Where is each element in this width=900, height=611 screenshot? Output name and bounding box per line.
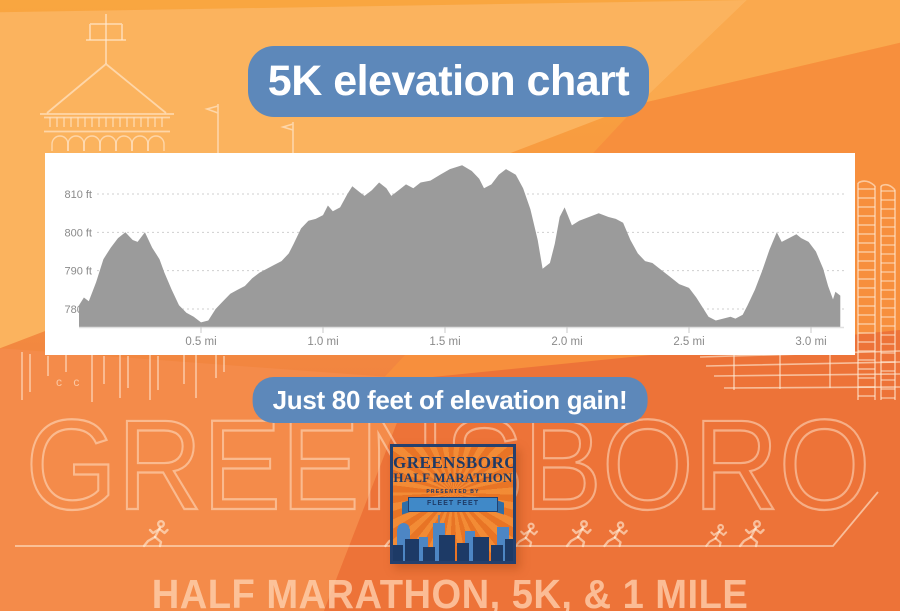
landmark-initials: c c [56,375,83,389]
bottom-tagline: HALF MARATHON, 5K, & 1 MILE [151,571,749,611]
tower-base-columns [21,352,225,402]
ground-line [15,491,879,547]
x-tick-label: 3.0 mi [795,336,826,348]
subtitle-text: Just 80 feet of elevation gain! [272,384,628,415]
city-skyline-icon [393,515,513,561]
title-banner: 5K elevation chart [248,46,649,117]
window-building-outline-icon [857,180,896,400]
race-logo-badge: GREENSBORO HALF MARATHON PRESENTED BY FL… [390,444,516,564]
sponsor-ribbon: FLEET FEET [408,496,498,512]
grandstand-lines-icon [699,350,900,390]
title-text: 5K elevation chart [267,57,630,105]
x-tick-label: 0.5 mi [185,336,216,348]
arch-window [99,135,117,151]
x-tick-label: 1.5 mi [429,336,460,348]
x-tick-label: 2.0 mi [551,336,582,348]
y-tick-label: 790 ft [64,266,92,278]
arch-window [51,135,69,151]
clock-tower-outline-icon: c c [21,14,225,402]
logo-presented-by: PRESENTED BY [426,488,480,495]
arch-window [131,135,149,151]
x-tick-label: 2.5 mi [673,336,704,348]
flagpole-icon [204,104,294,153]
elevation-chart-panel: 810 ft 800 ft 790 ft 780 ft 0.5 mi 1.0 mi 1.5 … [45,153,855,355]
arch-window [67,135,85,151]
subtitle-banner: Just 80 feet of elevation gain! [252,377,648,423]
arch-window [147,135,165,151]
logo-subtitle: HALF MARATHON [393,470,513,485]
tower-arches [51,135,165,151]
tower-dentils [49,117,163,127]
arch-window [83,135,101,151]
logo-title: GREENSBORO [393,453,516,472]
x-tick-label: 1.0 mi [307,336,338,348]
y-tick-label: 800 ft [64,227,92,239]
arch-window [115,135,133,151]
elevation-area [79,165,841,327]
y-tick-label: 810 ft [64,189,92,201]
